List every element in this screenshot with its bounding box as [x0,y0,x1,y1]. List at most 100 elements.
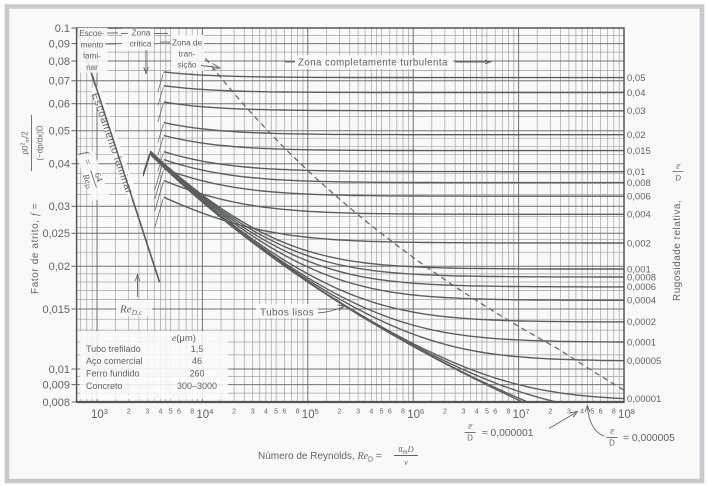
svg-text:tran-: tran- [179,50,196,59]
svg-text:4: 4 [369,409,373,416]
svg-text:ρu̅2m/2: ρu̅2m/2 [21,131,32,155]
svg-text:2: 2 [548,409,552,416]
svg-text:sição: sição [177,61,197,70]
svg-text:Zona completamente turbulenta: Zona completamente turbulenta [298,58,448,69]
svg-text:e̅: e̅ [676,162,681,171]
svg-text:Aço comercial: Aço comercial [86,356,143,366]
svg-text:D: D [467,434,473,443]
svg-text:260: 260 [189,369,204,379]
svg-text:103: 103 [91,407,108,421]
svg-text:0,04: 0,04 [49,159,70,171]
svg-text:Ferro fundido: Ferro fundido [86,369,140,379]
svg-text:4: 4 [475,409,479,416]
svg-text:Zona de: Zona de [172,39,202,48]
svg-text:6: 6 [282,409,286,416]
svg-text:Escoe-: Escoe- [79,29,105,38]
svg-text:0,00001: 0,00001 [627,394,661,405]
svg-text:1,5: 1,5 [191,344,204,354]
svg-text:Tubo trefilado: Tubo trefilado [86,344,141,354]
svg-text:Fator de atrito, f =: Fator de atrito, f = [30,203,41,294]
svg-text:Número de Reynolds, ReD =: Número de Reynolds, ReD = [258,451,382,464]
svg-text:f: f [78,150,91,159]
svg-text:0,009: 0,009 [42,379,70,391]
svg-text:105: 105 [302,407,319,421]
svg-text:300–3000: 300–3000 [177,381,217,391]
svg-text:0,05: 0,05 [49,126,70,138]
svg-text:0,02: 0,02 [627,130,646,141]
svg-text:8: 8 [296,409,300,416]
svg-text:0,002: 0,002 [627,238,651,249]
svg-text:64: 64 [93,171,106,183]
svg-text:0,07: 0,07 [49,76,70,88]
svg-text:D: D [674,174,681,183]
svg-text:0,05: 0,05 [627,73,646,84]
svg-text:2: 2 [338,409,342,416]
svg-text:8: 8 [506,409,510,416]
svg-text:0,0008: 0,0008 [627,272,656,283]
svg-text:4: 4 [580,409,584,416]
svg-text:108: 108 [618,407,635,421]
svg-text:8: 8 [401,409,405,416]
svg-text:5: 5 [169,409,173,416]
svg-text:5: 5 [274,409,278,416]
svg-text:(−dp/dx)D: (−dp/dx)D [36,125,45,161]
svg-text:0,0004: 0,0004 [627,296,656,307]
svg-text:mento: mento [81,40,104,49]
svg-text:0,008: 0,008 [42,397,70,409]
svg-text:0,015: 0,015 [627,146,651,157]
svg-text:3: 3 [251,409,255,416]
svg-text:0,01: 0,01 [49,364,70,376]
svg-text:2: 2 [127,409,131,416]
svg-text:Rugosidade relativa,: Rugosidade relativa, [672,200,683,301]
svg-text:lami-: lami- [83,52,101,61]
svg-text:0,01: 0,01 [627,167,646,178]
svg-text:Tubos lisos: Tubos lisos [260,308,314,319]
svg-text:u̅mD: u̅mD [398,444,414,456]
svg-text:4: 4 [159,409,163,416]
svg-text:5: 5 [380,409,384,416]
svg-text:4: 4 [264,409,268,416]
svg-text:0,09: 0,09 [49,38,70,50]
svg-text:8: 8 [190,409,194,416]
svg-text:0,08: 0,08 [49,56,70,68]
svg-text:0,00005: 0,00005 [627,356,661,367]
svg-text:3: 3 [567,409,571,416]
svg-text:0,02: 0,02 [49,261,70,273]
svg-text:crítica: crítica [130,40,152,49]
svg-text:0,04: 0,04 [627,88,646,99]
svg-text:6: 6 [493,409,497,416]
svg-text:46: 46 [192,356,202,366]
svg-text:0,06: 0,06 [49,99,70,111]
svg-text:107: 107 [513,407,530,421]
svg-text:Zona: Zona [132,29,151,38]
svg-text:0.1: 0.1 [55,23,70,35]
svg-text:0,0001: 0,0001 [627,337,656,348]
svg-text:2: 2 [443,409,447,416]
svg-text:6: 6 [388,409,392,416]
svg-text:6: 6 [599,409,603,416]
svg-text:3: 3 [145,409,149,416]
svg-text:0,03: 0,03 [627,106,646,117]
svg-text:6: 6 [177,409,181,416]
svg-text:106: 106 [407,407,424,421]
svg-text:0,015: 0,015 [42,304,70,316]
svg-text:0,025: 0,025 [42,228,70,240]
svg-text:0,0002: 0,0002 [627,317,656,328]
svg-text:=: = [81,158,93,167]
svg-text:v: v [404,457,408,467]
svg-text:104: 104 [196,407,213,421]
svg-text:e(μm): e(μm) [172,333,196,344]
svg-text:3: 3 [356,409,360,416]
svg-text:5: 5 [485,409,489,416]
svg-text:0,03: 0,03 [49,201,70,213]
svg-text:0,0006: 0,0006 [627,282,656,293]
svg-text:e̅: e̅ [610,427,615,436]
svg-text:D: D [609,439,615,448]
svg-text:≈ 0,000001: ≈ 0,000001 [482,428,534,439]
svg-text:= 0,000005: = 0,000005 [623,433,675,444]
svg-text:5: 5 [590,409,594,416]
svg-text:0,001: 0,001 [627,264,651,275]
svg-text:0,006: 0,006 [627,192,651,203]
svg-text:0,004: 0,004 [627,210,651,221]
svg-text:8: 8 [612,409,616,416]
